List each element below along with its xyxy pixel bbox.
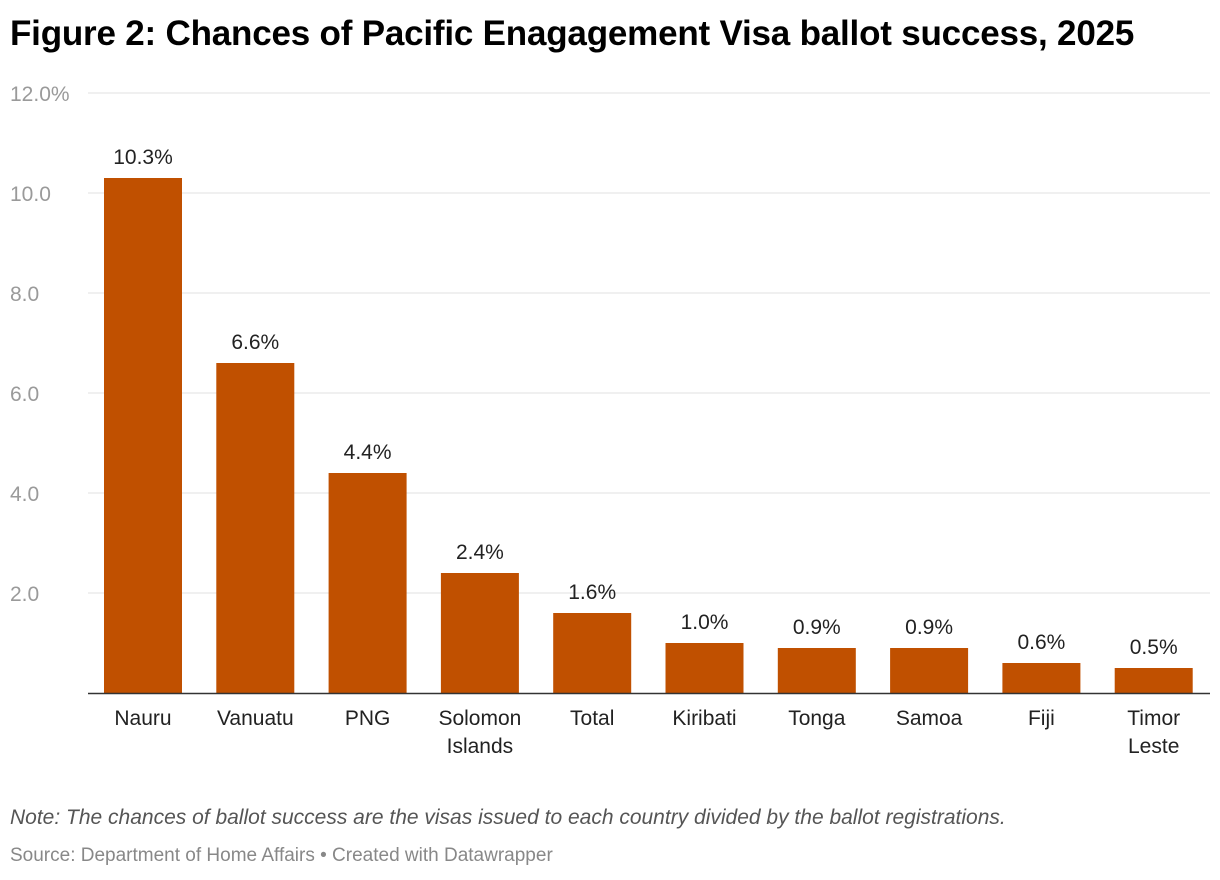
y-tick-label: 6.0 xyxy=(10,383,39,406)
bar xyxy=(1002,663,1081,693)
bar xyxy=(104,178,182,693)
data-label: 0.6% xyxy=(1017,631,1065,654)
bar xyxy=(553,613,632,693)
x-tick-label: Kiribati xyxy=(672,707,736,730)
x-tick-label: Total xyxy=(570,707,614,730)
bar xyxy=(1114,668,1193,693)
data-labels: 10.3% 6.6% 4.4% 2.4% 1.6% 1.0% 0.9% 0.9% 0.6% 0.5… xyxy=(113,146,1177,659)
data-label: 1.6% xyxy=(568,581,616,604)
bar xyxy=(777,648,856,693)
bars xyxy=(104,178,1193,693)
x-tick-label: Samoa xyxy=(896,707,963,730)
data-label: 0.9% xyxy=(905,616,953,639)
bar xyxy=(440,573,519,693)
bar-chart: 2.04.06.08.010.012.0% 10.3%6.6%4.4%2.4%1… xyxy=(10,83,1210,758)
data-label: 1.0% xyxy=(681,611,729,634)
x-tick-label: Tonga xyxy=(788,707,846,730)
y-tick-label: 12.0% xyxy=(10,83,70,106)
x-tick-label: Vanuatu xyxy=(217,707,294,730)
bar xyxy=(890,648,969,693)
bar xyxy=(665,643,744,693)
data-label: 0.5% xyxy=(1130,636,1178,659)
y-tick-label: 2.0 xyxy=(10,583,39,606)
chart-source: Source: Department of Home Affairs • Cre… xyxy=(10,845,553,866)
bar xyxy=(328,473,407,693)
x-axis-ticks: Nauru Vanuatu PNG Solomon Islands Total Kiriba… xyxy=(114,707,1180,758)
y-tick-label: 8.0 xyxy=(10,283,39,306)
x-tick-label: PNG xyxy=(345,707,391,730)
chart-title: Figure 2: Chances of Pacific Enagagement… xyxy=(10,14,1135,53)
x-tick-label: Timor Leste xyxy=(1127,707,1180,758)
data-label: 0.9% xyxy=(793,616,841,639)
data-label: 2.4% xyxy=(456,541,504,564)
y-tick-label: 4.0 xyxy=(10,483,39,506)
data-label: 10.3% xyxy=(113,146,173,169)
x-tick-label: Nauru xyxy=(114,707,171,730)
data-label: 4.4% xyxy=(344,441,392,464)
x-tick-label: Fiji xyxy=(1028,707,1055,730)
bar xyxy=(216,363,295,693)
x-tick-label: Solomon Islands xyxy=(438,707,521,758)
y-axis-ticks: 2.0 4.0 6.0 8.0 10.0 12.0% xyxy=(10,83,70,606)
data-label: 6.6% xyxy=(231,331,279,354)
y-tick-label: 10.0 xyxy=(10,183,51,206)
chart-note: Note: The chances of ballot success are … xyxy=(10,806,1006,829)
